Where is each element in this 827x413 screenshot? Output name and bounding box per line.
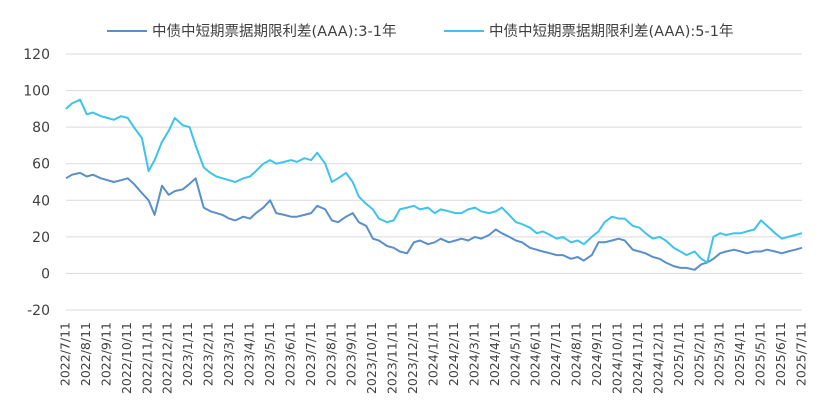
x-tick-label: 2025/1/11 — [671, 322, 686, 386]
x-tick-label: 2022/10/11 — [119, 322, 134, 394]
y-gridlines — [66, 53, 802, 311]
x-tick-label: 2024/12/11 — [650, 322, 665, 394]
x-tick-label: 2023/6/11 — [282, 322, 297, 386]
x-axis-tick-labels: 2022/7/11 2022/8/11 2022/9/11 2022/10/11 202… — [58, 322, 809, 394]
x-tick-label: 2023/2/11 — [201, 322, 216, 386]
x-tick-label: 2023/3/11 — [221, 322, 236, 386]
x-tick-label: 2023/10/11 — [364, 322, 379, 394]
y-tick-label: 60 — [32, 157, 50, 173]
x-tick-label: 2025/5/11 — [753, 322, 768, 386]
x-tick-label: 2022/9/11 — [98, 322, 113, 386]
series-lines — [65, 98, 803, 271]
x-tick-label: 2025/4/11 — [732, 322, 747, 386]
y-axis-tick-labels: -20 0 20 40 60 80 100 120 — [23, 47, 50, 319]
legend-label-series-1: 中债中短期票据期限利差(AAA):3-1年 — [152, 23, 396, 40]
x-tick-label: 2023/11/11 — [385, 322, 400, 394]
x-tick-label: 2023/9/11 — [344, 322, 359, 386]
legend-label-series-2: 中债中短期票据期限利差(AAA):5-1年 — [489, 23, 733, 40]
x-tick-label: 2022/7/11 — [58, 322, 73, 386]
x-tick-label: 2024/9/11 — [589, 322, 604, 386]
x-tick-label: 2024/6/11 — [528, 322, 543, 386]
x-tick-label: 2023/12/11 — [405, 322, 420, 394]
series-line-1 — [65, 171, 803, 271]
y-tick-label: 100 — [23, 84, 50, 100]
y-tick-label: 40 — [32, 193, 50, 209]
x-tick-label: 2023/1/11 — [180, 322, 195, 386]
x-tick-label: 2023/4/11 — [242, 322, 257, 386]
x-tick-label: 2025/7/11 — [794, 322, 809, 386]
x-tick-label: 2023/5/11 — [262, 322, 277, 386]
x-tick-label: 2023/8/11 — [323, 322, 338, 386]
x-tick-label: 2024/11/11 — [630, 322, 645, 394]
x-tick-label: 2025/3/11 — [712, 322, 727, 386]
y-tick-label: 20 — [32, 230, 50, 246]
y-tick-label: 80 — [32, 120, 50, 136]
x-tick-label: 2024/5/11 — [507, 322, 522, 386]
x-tick-label: 2024/1/11 — [426, 322, 441, 386]
x-tick-label: 2022/12/11 — [160, 322, 175, 394]
x-tick-label: 2025/6/11 — [773, 322, 788, 386]
x-tick-label: 2022/11/11 — [139, 322, 154, 394]
x-tick-label: 2024/4/11 — [487, 322, 502, 386]
x-tick-label: 2024/3/11 — [466, 322, 481, 386]
x-tick-label: 2024/7/11 — [548, 322, 563, 386]
y-tick-label: 120 — [23, 47, 50, 63]
x-tick-label: 2022/8/11 — [78, 322, 93, 386]
series-line-2 — [65, 98, 803, 264]
legend: 中债中短期票据期限利差(AAA):3-1年 中债中短期票据期限利差(AAA):5… — [107, 23, 733, 40]
x-tick-label: 2024/10/11 — [610, 322, 625, 394]
y-tick-label: -20 — [27, 303, 50, 319]
x-tick-label: 2024/8/11 — [569, 322, 584, 386]
x-tick-label: 2023/7/11 — [303, 322, 318, 386]
x-tick-label: 2024/2/11 — [446, 322, 461, 386]
y-tick-label: 0 — [41, 266, 50, 282]
x-tick-label: 2025/2/11 — [691, 322, 706, 386]
